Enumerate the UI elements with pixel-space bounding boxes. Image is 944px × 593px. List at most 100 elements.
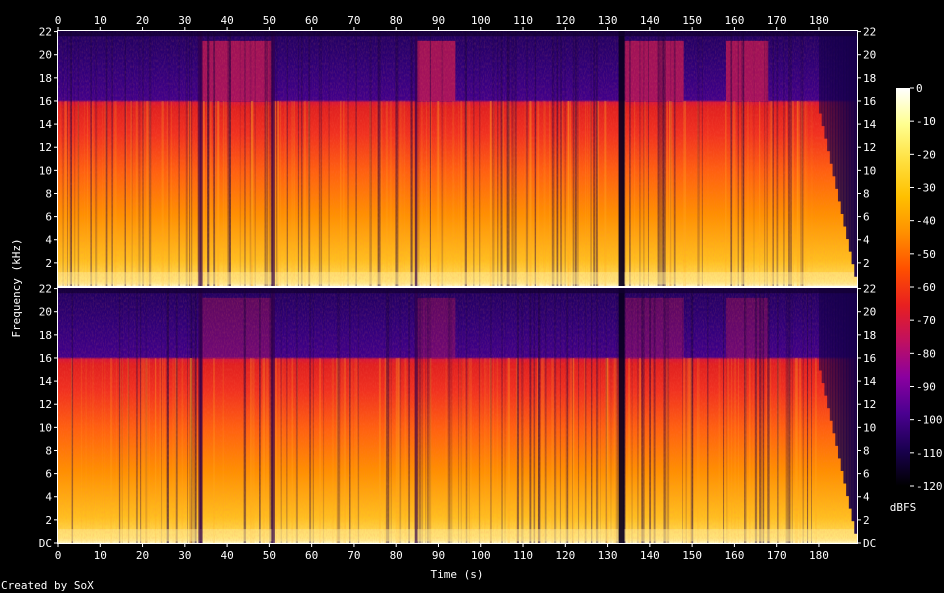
x-tick-label: 30	[178, 14, 191, 27]
fade-out	[832, 31, 836, 177]
channel-1-frame	[57, 30, 858, 287]
x-tick-label: 140	[640, 14, 660, 27]
silence-gap	[618, 288, 625, 543]
fade-out	[829, 31, 834, 164]
silence-gap	[414, 288, 418, 543]
colorbar-tick-label: -50	[916, 248, 936, 261]
y-tick-label: 8	[45, 444, 52, 457]
x-tick-label: 120	[555, 14, 575, 27]
x-tick-label: 60	[305, 549, 318, 562]
y-tick-label: 10	[863, 164, 876, 177]
x-tick-label: 90	[432, 14, 445, 27]
y-tick-label: 2	[45, 257, 52, 270]
x-tick-label: 20	[136, 14, 149, 27]
y-tick-label: 18	[863, 72, 876, 85]
x-tick-label: 110	[513, 14, 533, 27]
fade-out	[835, 288, 839, 446]
y-tick-label: 10	[39, 421, 52, 434]
silence-gap	[271, 288, 275, 543]
silence-gap	[198, 288, 203, 543]
x-tick-label: 70	[347, 14, 360, 27]
x-axis-bottom: 0 10 20 30 40 50 60 70 80 90 100 110 120 130 140 150 160…	[55, 543, 829, 562]
x-tick-label: 170	[767, 549, 787, 562]
fade-out	[848, 31, 853, 252]
colorbar-tick-label: -80	[916, 347, 936, 360]
fade-out	[827, 288, 831, 409]
fade-out	[837, 288, 842, 459]
y-tick-label: 12	[863, 141, 876, 154]
silence-gap	[271, 31, 275, 286]
y-tick-label: 12	[863, 398, 876, 411]
x-tick-label: 150	[682, 549, 702, 562]
y-tick-label: 20	[863, 306, 876, 319]
colorbar-ticks: -120-110-100-90-80-70-60-50-40-30-20-100	[910, 82, 943, 493]
fade-out	[846, 288, 850, 497]
x-tick-label: 130	[598, 549, 618, 562]
fade-out	[821, 31, 825, 127]
fade-out	[848, 288, 853, 509]
y-axis-right: 2 4 6 8 10 12 14 16 18 20 22 DC 2 4 6 8 10 12 14 16 18 20 22	[857, 26, 877, 550]
y-axis-label: Frequency (kHz)	[10, 238, 23, 337]
x-axis-label: Time (s)	[431, 568, 484, 581]
fade-out	[818, 31, 823, 114]
fade-out	[851, 31, 855, 265]
x-tick-label: 130	[598, 14, 618, 27]
fade-out	[840, 288, 844, 471]
x-tick-label: 140	[640, 549, 660, 562]
x-tick-label: 110	[513, 549, 533, 562]
silence-gap	[618, 31, 625, 286]
y-tick-label: 16	[39, 352, 52, 365]
y-tick-label: 22	[39, 26, 52, 39]
y-tick-label: 6	[45, 211, 52, 224]
x-tick-label: 160	[724, 549, 744, 562]
fade-out	[843, 31, 847, 227]
x-tick-label: 120	[555, 549, 575, 562]
x-axis-top: 0 10 20 30 40 50 60 70 80 90 100 110 120 130 140 150 160…	[55, 14, 829, 31]
fade-out	[851, 288, 855, 522]
y-tick-label: 2	[863, 257, 870, 270]
x-tick-label: 40	[220, 549, 233, 562]
y-tick-label: 18	[863, 329, 876, 342]
x-tick-label: 180	[809, 14, 829, 27]
fade-out	[843, 288, 847, 484]
fade-out	[829, 288, 834, 421]
channel-2-frame	[57, 287, 858, 544]
y-tick-label: 12	[39, 398, 52, 411]
y-tick-label: 8	[863, 444, 870, 457]
y-tick-label: 4	[45, 234, 52, 247]
colorbar-tick-label: -100	[916, 414, 943, 427]
y-axis-left: 2 4 6 8 10 12 14 16 18 20 22 DC 2 4 6 8 10 12 14 16 18 20 22	[39, 26, 58, 550]
created-by-credit: Created by SoX	[1, 579, 94, 592]
x-tick-label: 170	[767, 14, 787, 27]
y-tick-label: 4	[45, 491, 52, 504]
spectral-texture	[58, 31, 857, 286]
x-tick-label: 150	[682, 14, 702, 27]
fade-out	[837, 31, 842, 202]
silence-gap	[414, 31, 418, 286]
y-tick-label: 22	[863, 26, 876, 39]
y-tick-label: 2	[863, 514, 870, 527]
y-tick-label: 4	[863, 491, 870, 504]
y-tick-label: 22	[39, 283, 52, 296]
y-tick-label: 4	[863, 234, 870, 247]
x-tick-label: 50	[263, 14, 276, 27]
y-tick-label: 20	[39, 306, 52, 319]
y-tick-label: 16	[863, 352, 876, 365]
colorbar-tick-label: -20	[916, 148, 936, 161]
fade-out	[835, 31, 839, 189]
x-tick-label: 30	[178, 549, 191, 562]
fade-out	[827, 31, 831, 152]
x-tick-label: 0	[55, 14, 62, 27]
x-tick-label: 10	[94, 14, 107, 27]
x-tick-label: 80	[390, 14, 403, 27]
fade-out	[832, 288, 836, 434]
x-tick-label: 180	[809, 549, 829, 562]
y-tick-label: 16	[39, 95, 52, 108]
x-tick-label: 40	[220, 14, 233, 27]
y-tick-label: 2	[45, 514, 52, 527]
y-tick-label: 14	[39, 375, 53, 388]
colorbar-tick-label: -40	[916, 215, 936, 228]
x-tick-label: 10	[94, 549, 107, 562]
x-tick-label: 60	[305, 14, 318, 27]
y-tick-label: 18	[39, 72, 52, 85]
